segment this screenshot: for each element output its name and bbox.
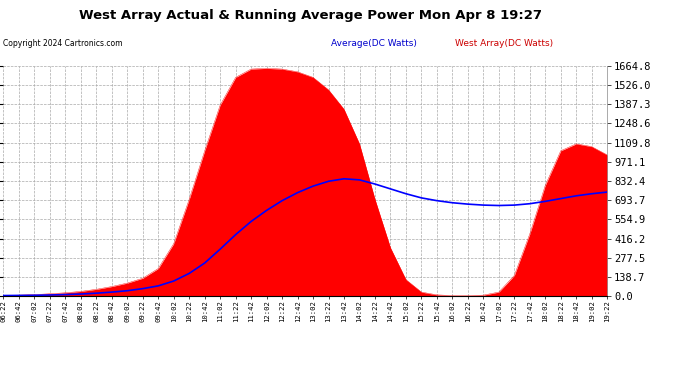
Text: Copyright 2024 Cartronics.com: Copyright 2024 Cartronics.com [3,39,123,48]
Text: Average(DC Watts): Average(DC Watts) [331,39,417,48]
Text: West Array(DC Watts): West Array(DC Watts) [455,39,553,48]
Text: West Array Actual & Running Average Power Mon Apr 8 19:27: West Array Actual & Running Average Powe… [79,9,542,22]
